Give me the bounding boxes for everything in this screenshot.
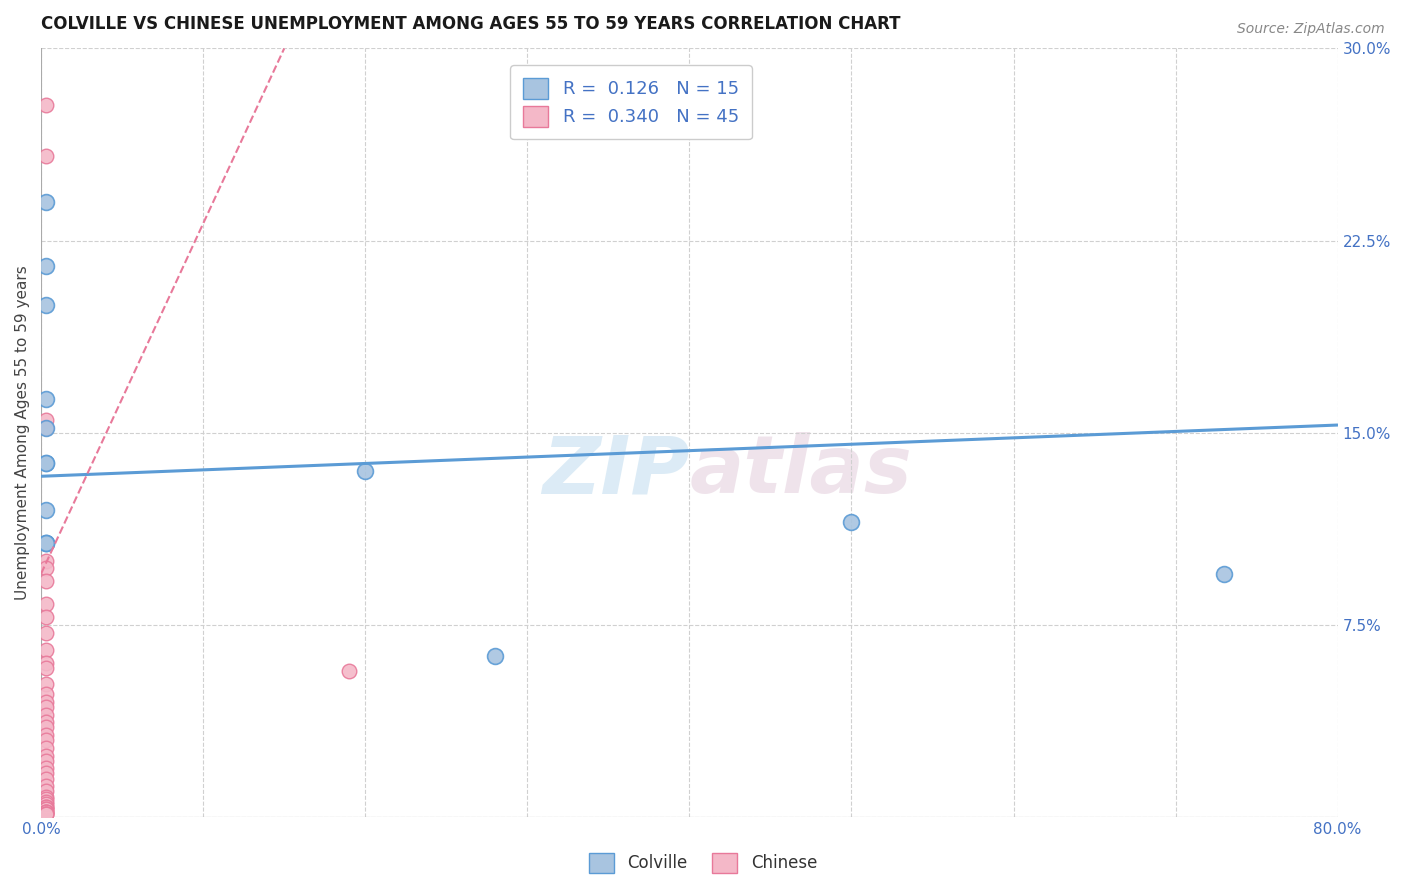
Point: [1213, 566, 1236, 581]
Point: [35, 807, 58, 822]
Point: [35, 195, 58, 210]
Point: [35, 707, 58, 722]
Point: [35, 149, 58, 163]
Point: [35, 807, 58, 822]
Point: [35, 792, 58, 806]
Text: COLVILLE VS CHINESE UNEMPLOYMENT AMONG AGES 55 TO 59 YEARS CORRELATION CHART: COLVILLE VS CHINESE UNEMPLOYMENT AMONG A…: [41, 15, 901, 33]
Point: [35, 733, 58, 747]
Point: [35, 457, 58, 471]
Point: [35, 554, 58, 568]
Point: [354, 464, 377, 478]
Point: [35, 413, 58, 427]
Point: [35, 766, 58, 780]
Point: [35, 784, 58, 798]
Point: [35, 625, 58, 640]
Point: [35, 802, 58, 816]
Point: [35, 799, 58, 814]
Point: [35, 574, 58, 589]
Point: [35, 695, 58, 709]
Point: [35, 536, 58, 550]
Point: [35, 687, 58, 701]
Point: [35, 805, 58, 819]
Point: [35, 643, 58, 657]
Point: [35, 661, 58, 675]
Point: [35, 754, 58, 768]
Point: [35, 740, 58, 755]
Point: [35, 97, 58, 112]
Point: [35, 748, 58, 763]
Text: atlas: atlas: [689, 432, 912, 510]
Point: [35, 789, 58, 804]
Y-axis label: Unemployment Among Ages 55 to 59 years: Unemployment Among Ages 55 to 59 years: [15, 265, 30, 600]
Point: [35, 561, 58, 575]
Point: [35, 799, 58, 814]
Point: [35, 728, 58, 742]
Point: [35, 502, 58, 516]
Point: [35, 720, 58, 734]
Point: [35, 457, 58, 471]
Point: [35, 598, 58, 612]
Point: [35, 772, 58, 786]
Point: [35, 392, 58, 407]
Legend: Colville, Chinese: Colville, Chinese: [582, 847, 824, 880]
Point: [35, 779, 58, 793]
Text: Source: ZipAtlas.com: Source: ZipAtlas.com: [1237, 22, 1385, 37]
Point: [484, 648, 506, 663]
Point: [35, 610, 58, 624]
Point: [35, 536, 58, 550]
Point: [35, 802, 58, 816]
Point: [35, 259, 58, 273]
Point: [35, 298, 58, 312]
Point: [35, 677, 58, 691]
Point: [35, 795, 58, 809]
Text: ZIP: ZIP: [541, 432, 689, 510]
Point: [35, 807, 58, 822]
Point: [35, 805, 58, 819]
Point: [35, 420, 58, 434]
Point: [35, 420, 58, 434]
Point: [35, 761, 58, 775]
Point: [35, 536, 58, 550]
Point: [337, 664, 360, 678]
Point: [35, 805, 58, 819]
Point: [35, 699, 58, 714]
Legend: R =  0.126   N = 15, R =  0.340   N = 45: R = 0.126 N = 15, R = 0.340 N = 45: [510, 65, 752, 139]
Point: [841, 516, 863, 530]
Point: [35, 797, 58, 812]
Point: [35, 715, 58, 730]
Point: [35, 657, 58, 671]
